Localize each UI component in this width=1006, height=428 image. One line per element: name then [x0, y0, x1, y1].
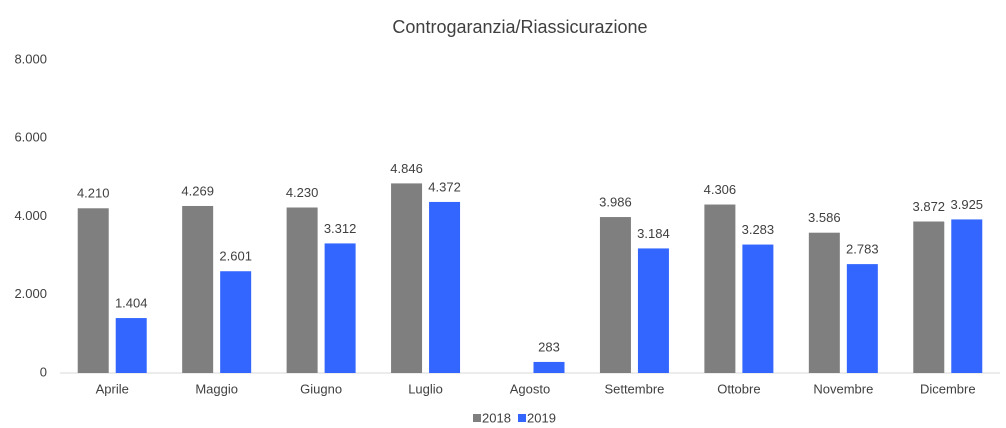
bar [913, 221, 945, 373]
legend-label: 2019 [527, 410, 556, 425]
x-tick-label: Novembre [813, 381, 873, 396]
bar [324, 243, 356, 373]
value-label: 283 [538, 339, 560, 354]
bar [429, 201, 461, 373]
bar [846, 264, 878, 373]
value-label: 3.586 [808, 210, 841, 225]
bar [182, 205, 214, 373]
legend-swatch [518, 414, 526, 422]
bar [742, 244, 774, 373]
value-label: 3.872 [913, 199, 946, 214]
bar [220, 271, 252, 373]
legend-label: 2018 [482, 410, 511, 425]
y-tick-label: 4.000 [14, 208, 47, 223]
bar [599, 217, 631, 373]
x-tick-label: Maggio [195, 381, 238, 396]
value-label: 1.404 [115, 296, 148, 311]
y-tick-label: 0 [40, 364, 47, 379]
bar [77, 208, 109, 373]
bar [286, 207, 318, 373]
bar [115, 318, 147, 373]
bar [637, 248, 669, 373]
value-label: 4.210 [77, 186, 110, 201]
value-label: 4.306 [704, 182, 737, 197]
bar [704, 204, 736, 373]
chart-title: Controgaranzia/Riassicurazione [392, 17, 647, 37]
x-tick-label: Aprile [96, 381, 129, 396]
x-tick-label: Settembre [604, 381, 664, 396]
x-tick-label: Ottobre [717, 381, 760, 396]
x-tick-label: Dicembre [920, 381, 976, 396]
bar [533, 361, 565, 373]
y-tick-label: 6.000 [14, 130, 47, 145]
value-label: 4.372 [428, 179, 461, 194]
x-tick-label: Luglio [408, 381, 443, 396]
value-label: 4.269 [181, 183, 214, 198]
value-label: 3.184 [637, 226, 670, 241]
bar [808, 232, 840, 373]
value-label: 2.783 [846, 242, 879, 257]
legend-swatch [473, 414, 481, 422]
value-label: 2.601 [219, 249, 252, 264]
value-label: 4.230 [286, 185, 319, 200]
x-tick-label: Giugno [300, 381, 342, 396]
value-label: 4.846 [390, 161, 423, 176]
value-label: 3.312 [324, 221, 357, 236]
value-label: 3.986 [599, 194, 632, 209]
y-tick-label: 8.000 [14, 51, 47, 66]
value-label: 3.925 [951, 197, 984, 212]
y-tick-label: 2.000 [14, 286, 47, 301]
bar [951, 219, 983, 373]
value-label: 3.283 [742, 222, 775, 237]
x-tick-label: Agosto [510, 381, 550, 396]
bar [391, 183, 423, 373]
